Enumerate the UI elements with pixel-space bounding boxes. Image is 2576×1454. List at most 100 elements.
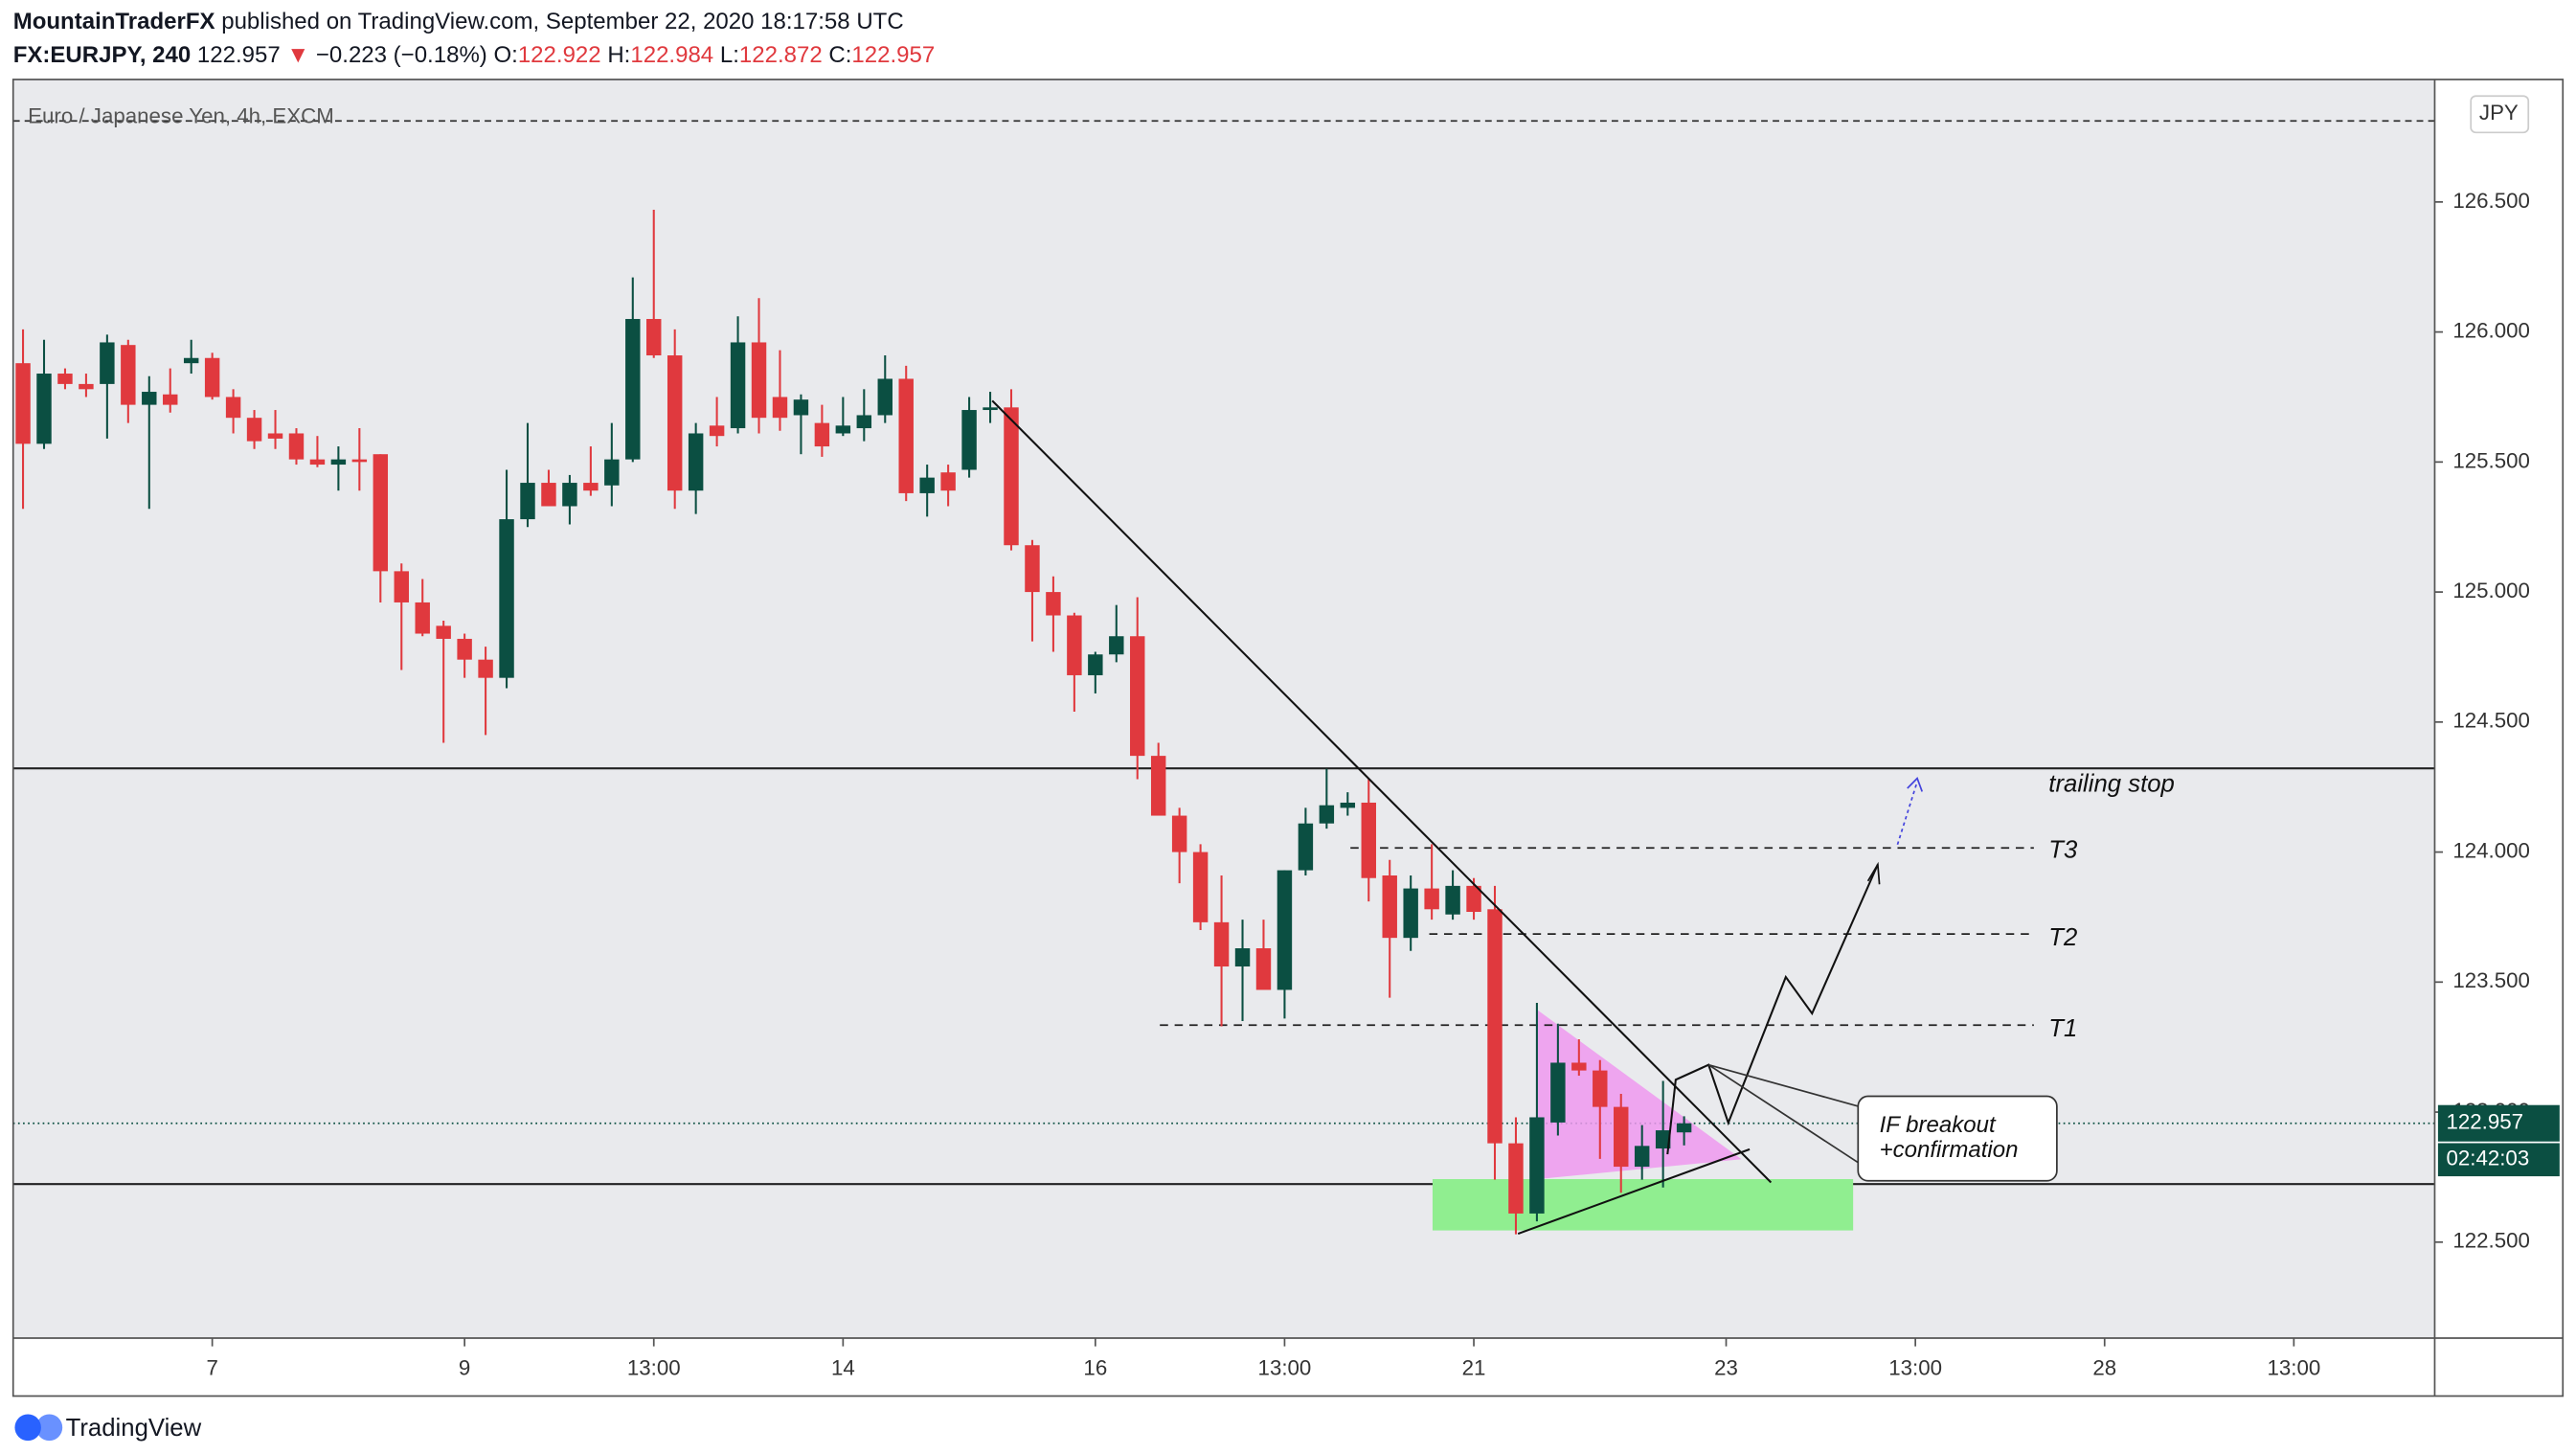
l-label: L: (720, 42, 739, 68)
candle-body (1340, 802, 1356, 808)
candle-body (1319, 805, 1335, 824)
callout-text: IF breakout (1880, 1112, 1997, 1138)
candle-body (1171, 815, 1187, 852)
y-tick-label: 126.000 (2452, 318, 2530, 342)
t3-label: T3 (2048, 836, 2078, 863)
last-price-box (2437, 1104, 2560, 1142)
callout-box (1857, 1095, 2058, 1182)
candle-body (330, 459, 347, 466)
x-tick-label: 13:00 (2267, 1356, 2320, 1380)
frame (11, 79, 2565, 1397)
o-label: O: (493, 42, 517, 68)
candle-body (877, 378, 893, 416)
h-label: H: (607, 42, 630, 68)
candle-body (1109, 636, 1124, 655)
candle-body (121, 345, 136, 405)
dotted-arrow-head (1907, 777, 1924, 792)
candle-body (1445, 885, 1460, 915)
candle-body (394, 571, 409, 602)
x-tick-label: 13:00 (1888, 1356, 1942, 1380)
candle-body (1255, 948, 1272, 990)
candle-body (625, 319, 641, 460)
candle-body (667, 355, 683, 491)
candle-body (457, 638, 472, 660)
candle-body (1571, 1062, 1587, 1071)
candle-body (1361, 802, 1376, 878)
candle-body (1382, 875, 1397, 939)
support-zone (1432, 1178, 1854, 1231)
candle-body (1403, 888, 1418, 939)
trailing-label: trailing stop (2048, 770, 2175, 797)
candle-body (1634, 1146, 1650, 1168)
candle-body (541, 483, 556, 507)
overlay-drawings: IF breakout +confirmation trailing stop … (991, 399, 2175, 1236)
y-tick-label: 124.000 (2452, 838, 2530, 862)
header-line1: MountainTraderFX published on TradingVie… (13, 10, 904, 35)
candle-body (1067, 615, 1082, 675)
projection-path (1666, 864, 1879, 1155)
candle-body (646, 319, 662, 356)
candle-body (267, 433, 283, 439)
candle-body (814, 422, 830, 447)
candle-body (983, 407, 998, 411)
candle-body (142, 392, 157, 405)
dotted-arrow (1896, 781, 1918, 846)
chart-title: Euro / Japanese Yen, 4h, EXCM (28, 104, 334, 128)
x-tick-label: 21 (1462, 1356, 1486, 1380)
candle-body (793, 399, 809, 416)
candle-body (751, 342, 767, 419)
candle-body (1150, 756, 1166, 816)
candle-body (1004, 407, 1019, 546)
candle-body (856, 415, 872, 429)
candle-body (1550, 1062, 1566, 1123)
published: published on TradingView.com, September … (221, 10, 903, 35)
candle-body (163, 394, 178, 405)
symbol: FX:EURJPY, 240 (13, 42, 192, 68)
x-tick-label: 13:00 (1258, 1356, 1312, 1380)
candle-body (1277, 870, 1293, 990)
candle-body (204, 357, 220, 398)
logo: TradingView (14, 1414, 202, 1442)
candle-body (583, 483, 599, 491)
y-tick-label: 125.000 (2452, 579, 2530, 602)
last: 122.957 (197, 42, 281, 68)
x-tick-label: 9 (459, 1356, 470, 1380)
candle-body (309, 459, 326, 466)
y-tick-label: 123.500 (2452, 968, 2530, 992)
candle-body (1424, 888, 1439, 910)
candle-body (709, 425, 725, 437)
o: 122.922 (518, 42, 601, 68)
x-tick-label: 16 (1083, 1356, 1107, 1380)
candle-body (1298, 823, 1314, 871)
x-tick-label: 28 (2092, 1356, 2116, 1380)
triangle (1537, 1010, 1742, 1179)
countdown: 02:42:03 (2446, 1147, 2529, 1170)
change: −0.223 (−0.18%) (316, 42, 487, 68)
candle-body (436, 625, 451, 639)
author: MountainTraderFX (13, 10, 215, 35)
candle-body (478, 659, 493, 678)
candle-body (520, 483, 535, 520)
callout-pointer (1707, 1063, 1859, 1164)
candle-body (1130, 636, 1145, 757)
countdown-box (2437, 1143, 2560, 1177)
t2-label: T2 (2048, 924, 2077, 951)
candle-body (1192, 852, 1209, 922)
x-tick-label: 14 (831, 1356, 855, 1380)
candle-body (57, 374, 73, 384)
candle-body (919, 477, 935, 493)
x-tick-label: 23 (1714, 1356, 1738, 1380)
candle-body (1508, 1143, 1524, 1214)
candle-body (1046, 592, 1061, 616)
candle-body (79, 383, 94, 390)
drawings (12, 120, 2435, 1231)
projection-arrow (1866, 861, 1881, 885)
candle-body (1234, 948, 1251, 967)
candle-body (562, 483, 577, 507)
candle-body (288, 433, 305, 460)
last-price-label: 122.957 (2446, 1110, 2523, 1134)
callout-text: +confirmation (1880, 1137, 2019, 1163)
x-tick-label: 13:00 (627, 1356, 681, 1380)
y-tick-label: 126.500 (2452, 189, 2530, 213)
currency-box (2470, 95, 2530, 134)
